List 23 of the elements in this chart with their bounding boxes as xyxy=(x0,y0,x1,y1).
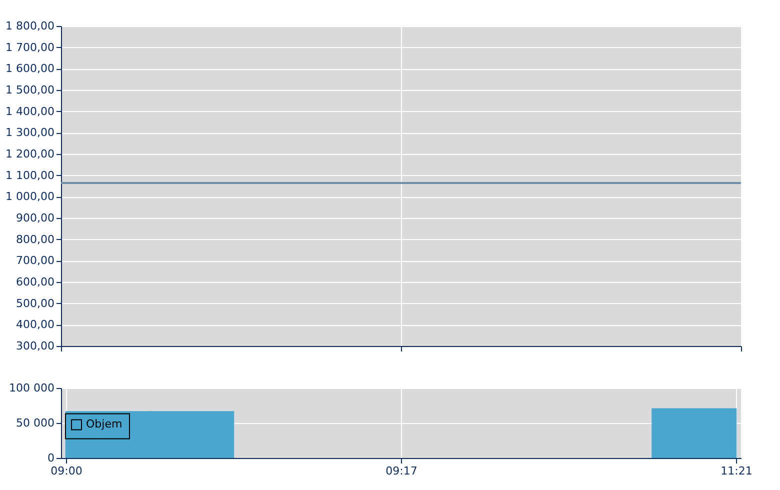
y-tick-label: 1 400,00 xyxy=(6,104,54,118)
y-tick-label: 700,00 xyxy=(16,254,54,268)
y-tick-label: 1 700,00 xyxy=(6,40,54,54)
y-tick-label: 600,00 xyxy=(16,276,54,288)
y-tick-label: 1 200,00 xyxy=(6,148,54,160)
y-tick-label: 1 500,00 xyxy=(6,84,54,96)
y-tick-label: 50 000 xyxy=(16,416,54,430)
x-tick-label: 11:21 xyxy=(720,464,752,478)
y-tick-label: 1 100,00 xyxy=(6,168,54,182)
y-tick-label: 300,00 xyxy=(16,340,54,352)
x-tick-label: 09:17 xyxy=(386,464,418,478)
y-tick-label: 900,00 xyxy=(16,212,54,224)
x-tick-label: 09:00 xyxy=(50,464,82,478)
y-tick-label: 500,00 xyxy=(16,296,54,310)
legend-label: Objem xyxy=(86,418,122,431)
y-tick-label: 800,00 xyxy=(16,232,54,246)
y-tick-label: 0 xyxy=(48,452,54,464)
y-tick-label: 1 000,00 xyxy=(6,190,54,204)
y-tick-label: 400,00 xyxy=(16,318,54,332)
y-tick-label: 1 800,00 xyxy=(6,20,54,32)
y-tick-label: 100 000 xyxy=(9,382,54,394)
y-tick-label: 1 600,00 xyxy=(6,62,54,76)
y-tick-label: 1 300,00 xyxy=(6,126,54,140)
